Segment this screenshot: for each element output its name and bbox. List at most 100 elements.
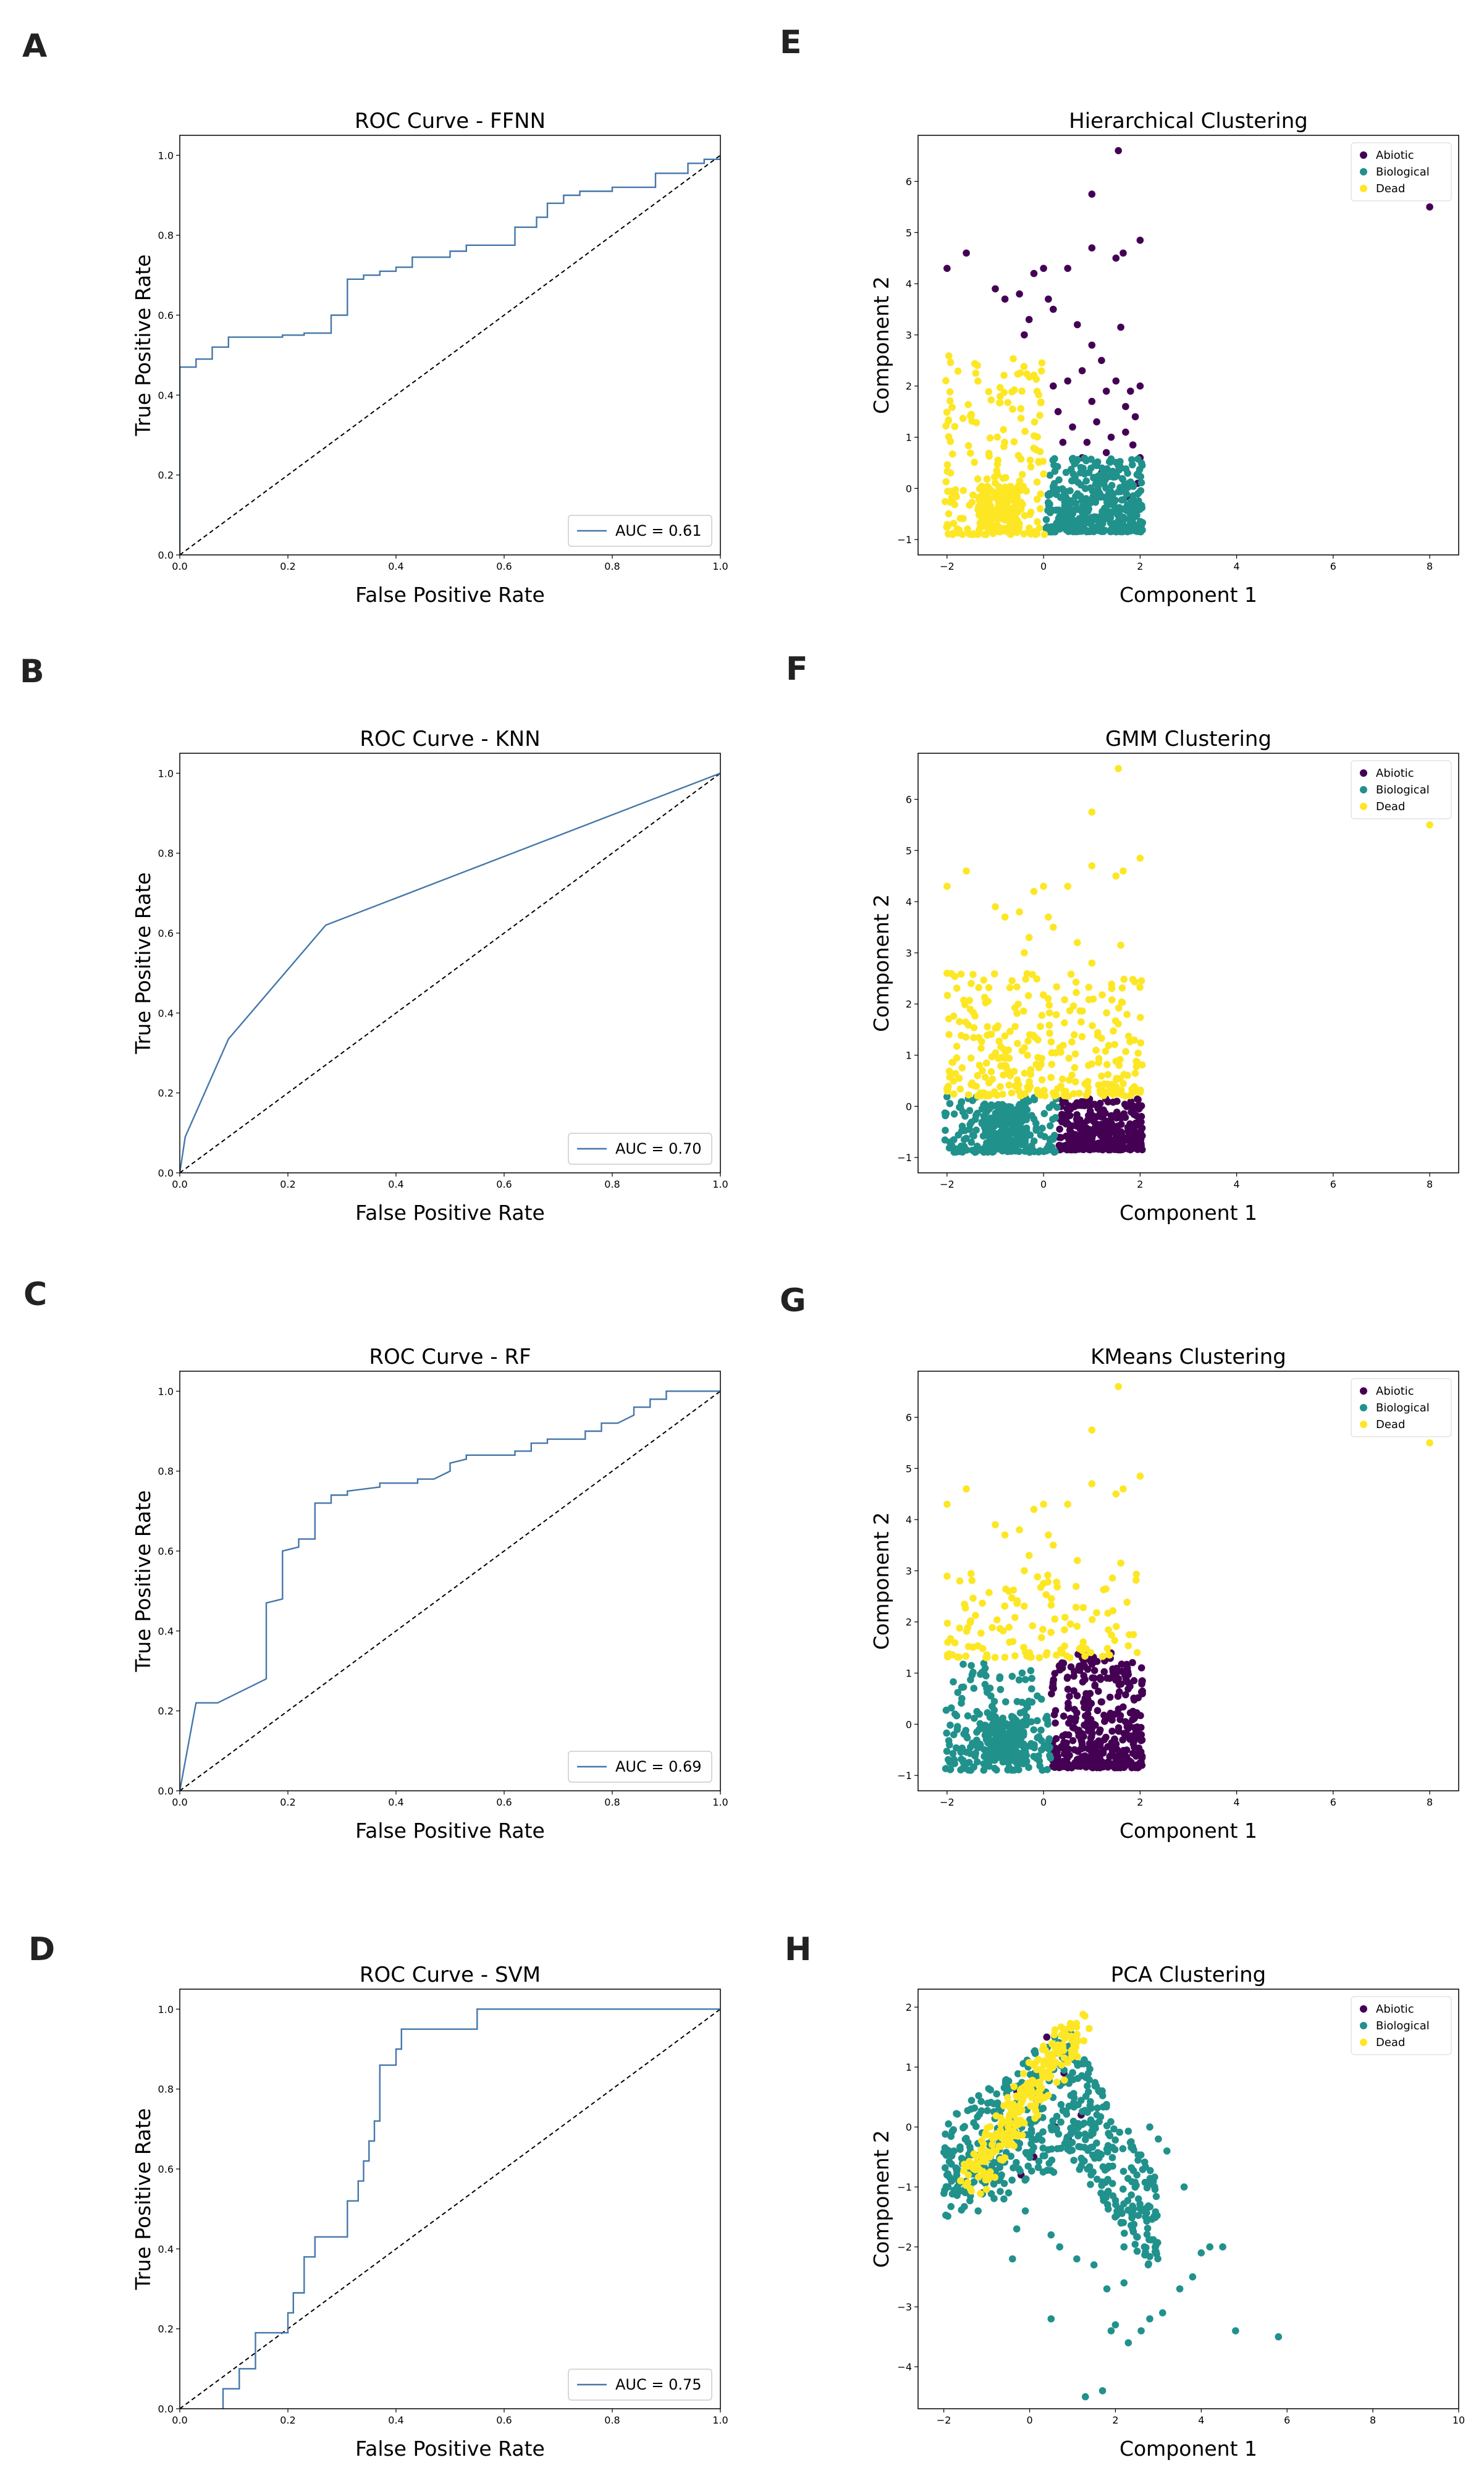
scatter-point bbox=[1038, 1076, 1046, 1084]
x-tick-label: −2 bbox=[937, 2414, 951, 2426]
scatter-point bbox=[1044, 1578, 1052, 1586]
legend-label: Dead bbox=[1376, 800, 1405, 813]
roc-curve-line bbox=[180, 1390, 720, 1791]
scatter-point bbox=[1043, 2033, 1051, 2041]
legend-marker bbox=[1360, 151, 1367, 159]
x-tick-label: 0.2 bbox=[280, 2414, 295, 2426]
scatter-point bbox=[1130, 1694, 1137, 1702]
scatter-point bbox=[968, 499, 976, 506]
scatter-point bbox=[1014, 1039, 1021, 1047]
scatter-point bbox=[1087, 1658, 1095, 1665]
scatter-point bbox=[984, 2107, 991, 2115]
scatter-point bbox=[1027, 2129, 1035, 2136]
scatter-point bbox=[1070, 1139, 1077, 1147]
chart-title: ROC Curve - FFNN bbox=[355, 109, 546, 133]
scatter-point bbox=[1035, 2157, 1043, 2165]
scatter-point bbox=[1097, 1085, 1105, 1093]
scatter-point bbox=[1068, 1038, 1076, 1046]
scatter-point bbox=[948, 2190, 956, 2198]
scatter-point bbox=[1119, 1485, 1127, 1493]
scatter-point bbox=[1118, 1131, 1126, 1138]
scatter-point bbox=[998, 2131, 1005, 2139]
scatter-point bbox=[1055, 2050, 1063, 2057]
scatter-point bbox=[1049, 1762, 1056, 1770]
scatter-point bbox=[975, 1034, 982, 1041]
scatter-point bbox=[1050, 485, 1057, 492]
scatter-point bbox=[979, 1067, 986, 1075]
scatter-point bbox=[1051, 1615, 1059, 1623]
legend-box bbox=[568, 1751, 712, 1783]
x-tick-label: 0.8 bbox=[604, 2414, 620, 2426]
y-tick-label: 5 bbox=[906, 227, 912, 239]
scatter-point bbox=[1064, 1500, 1071, 1508]
scatter-point bbox=[1086, 2163, 1094, 2171]
scatter-point bbox=[1105, 1626, 1112, 1634]
legend-box bbox=[568, 2369, 712, 2401]
scatter-point bbox=[1113, 1623, 1120, 1630]
scatter-point bbox=[1082, 1091, 1090, 1099]
scatter-point bbox=[1054, 408, 1062, 415]
scatter-point bbox=[1094, 1145, 1102, 1152]
scatter-point bbox=[1129, 1707, 1137, 1715]
scatter-point bbox=[1018, 2098, 1026, 2106]
scatter-point bbox=[1077, 1018, 1085, 1026]
scatter-point bbox=[1098, 471, 1105, 478]
scatter-point bbox=[1094, 515, 1101, 523]
scatter-point bbox=[1025, 1764, 1032, 1771]
scatter-point bbox=[1098, 991, 1106, 999]
scatter-point bbox=[1069, 2069, 1076, 2076]
scatter-point bbox=[1029, 1622, 1037, 1630]
scatter-point bbox=[953, 1726, 961, 1733]
scatter-point bbox=[1132, 1570, 1140, 1578]
scatter-point bbox=[1045, 1531, 1052, 1539]
chart-title: KMeans Clustering bbox=[1090, 1345, 1286, 1369]
scatter-point bbox=[975, 2173, 982, 2181]
scatter-point bbox=[1134, 521, 1142, 529]
x-tick-label: 0 bbox=[1040, 1796, 1047, 1808]
scatter-point bbox=[1111, 2145, 1119, 2154]
y-tick-label: 0.6 bbox=[158, 2163, 174, 2175]
scatter-point bbox=[970, 2119, 977, 2126]
scatter-point bbox=[1107, 1112, 1115, 1120]
scatter-point bbox=[1084, 2082, 1091, 2090]
scatter-point bbox=[1014, 2070, 1022, 2078]
scatter-point bbox=[1124, 1685, 1132, 1693]
scatter-point bbox=[1121, 1101, 1129, 1108]
scatter-point bbox=[975, 984, 982, 991]
scatter-point bbox=[1033, 2066, 1040, 2073]
scatter-point bbox=[1005, 1757, 1013, 1765]
scatter-point bbox=[1116, 1688, 1123, 1696]
scatter-point bbox=[1069, 2076, 1077, 2084]
scatter-point bbox=[1078, 367, 1086, 374]
scatter-point bbox=[971, 459, 978, 466]
scatter-point bbox=[974, 1758, 981, 1766]
scatter-point bbox=[1079, 2157, 1086, 2165]
scatter-point bbox=[1129, 1659, 1136, 1667]
scatter-point bbox=[991, 2158, 998, 2167]
chart-panel-a: ROC Curve - FFNN False Positive Rate True … bbox=[131, 109, 728, 607]
scatter-point bbox=[942, 2212, 950, 2219]
scatter-point bbox=[1109, 2192, 1117, 2200]
scatter-point bbox=[958, 1032, 965, 1039]
scatter-point bbox=[1103, 2285, 1111, 2293]
scatter-point bbox=[1036, 2086, 1044, 2094]
scatter-point bbox=[983, 1108, 990, 1116]
scatter-point bbox=[1103, 1061, 1111, 1068]
scatter-point bbox=[980, 1148, 988, 1156]
scatter-point bbox=[1096, 1105, 1103, 1113]
scatter-point bbox=[966, 1107, 974, 1114]
x-tick-label: 0.0 bbox=[172, 1178, 187, 1190]
scatter-point bbox=[964, 2179, 971, 2186]
legend-box bbox=[1351, 1996, 1452, 2055]
scatter-point bbox=[957, 1766, 964, 1773]
scatter-point bbox=[1039, 1626, 1047, 1633]
scatter-point bbox=[993, 494, 1000, 502]
scatter-point bbox=[980, 1766, 988, 1774]
scatter-point bbox=[1082, 484, 1089, 492]
scatter-point bbox=[1088, 397, 1096, 405]
scatter-point bbox=[953, 2110, 960, 2118]
scatter-point bbox=[1079, 1604, 1087, 1612]
scatter-point bbox=[1015, 2165, 1022, 2173]
scatter-point bbox=[1110, 1145, 1118, 1152]
scatter-point bbox=[1001, 484, 1010, 492]
